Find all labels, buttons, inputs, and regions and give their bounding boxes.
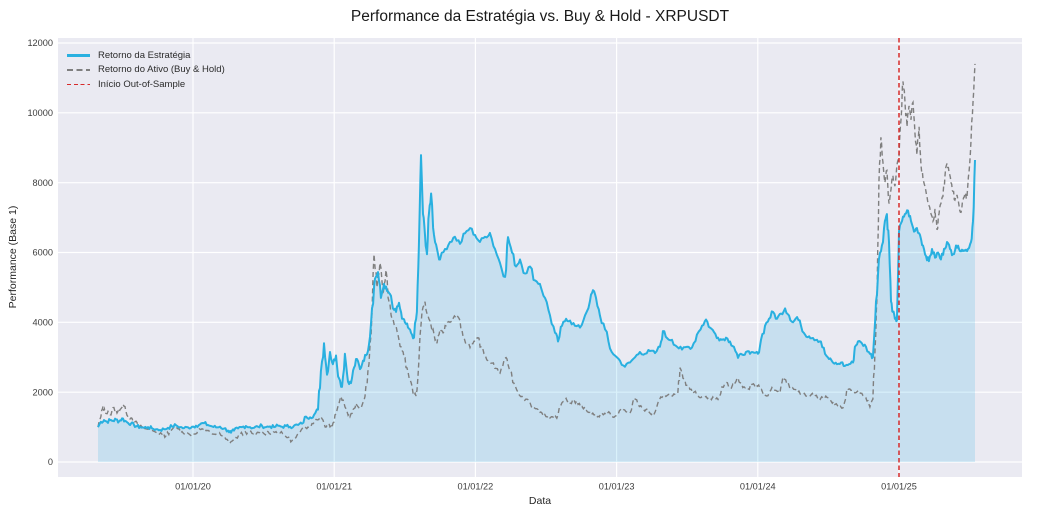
strategy-line-swatch (67, 54, 90, 57)
y-tick-label: 6000 (33, 248, 53, 258)
x-tick-label: 01/01/24 (740, 482, 776, 492)
legend: Retorno da Estratégia Retorno do Ativo (… (67, 50, 225, 90)
y-tick-label: 8000 (33, 178, 53, 188)
legend-label-buyhold: Retorno do Ativo (Buy & Hold) (98, 64, 225, 76)
legend-label-oos: Início Out-of-Sample (98, 78, 186, 90)
y-tick-label: 2000 (33, 387, 53, 397)
chart-title: Performance da Estratégia vs. Buy & Hold… (351, 8, 730, 25)
strategy-fill-area (98, 155, 975, 462)
oos-line-swatch (67, 83, 90, 86)
x-tick-label: 01/01/25 (881, 482, 917, 492)
legend-item-strategy: Retorno da Estratégia (67, 50, 225, 61)
x-tick-label: 01/01/20 (175, 482, 211, 492)
y-axis-tick-labels: 0 2000 4000 6000 8000 10000 12000 (27, 38, 53, 467)
y-tick-label: 0 (48, 457, 53, 467)
y-tick-label: 4000 (33, 318, 53, 328)
legend-item-buyhold: Retorno do Ativo (Buy & Hold) (67, 65, 225, 76)
y-tick-label: 12000 (27, 38, 53, 48)
legend-item-oos: Início Out-of-Sample (67, 79, 225, 90)
x-tick-label: 01/01/22 (458, 482, 494, 492)
buyhold-line-swatch (67, 69, 90, 71)
plot-area (58, 38, 1022, 477)
gridlines (58, 38, 1022, 477)
y-axis-label: Performance (Base 1) (7, 206, 19, 309)
strategy-line (97, 154, 976, 434)
legend-label-strategy: Retorno da Estratégia (98, 49, 191, 61)
x-tick-label: 01/01/21 (316, 482, 352, 492)
x-axis-tick-labels: 01/01/20 01/01/21 01/01/22 01/01/23 01/01/24… (175, 482, 917, 492)
buyhold-line (97, 63, 976, 445)
y-tick-label: 10000 (27, 108, 53, 118)
x-tick-label: 01/01/23 (599, 482, 635, 492)
x-axis-label: Data (529, 495, 551, 507)
